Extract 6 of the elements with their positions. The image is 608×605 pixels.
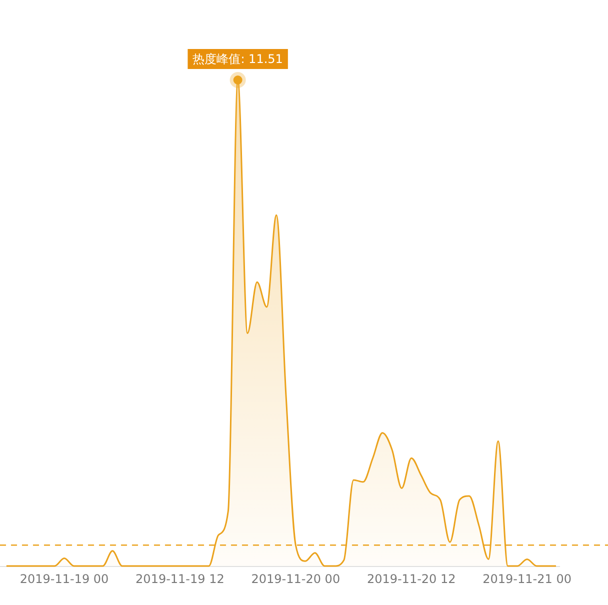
x-tick-label: 2019-11-19 00: [20, 572, 109, 586]
x-tick-label: 2019-11-21 00: [482, 572, 572, 586]
x-tick-label: 2019-11-20 00: [251, 572, 340, 586]
x-tick-label: 2019-11-19 12: [136, 572, 224, 586]
annotation: 热度峰值: 11.51: [192, 52, 283, 66]
x-tick-label: 2019-11-20 12: [366, 572, 456, 586]
